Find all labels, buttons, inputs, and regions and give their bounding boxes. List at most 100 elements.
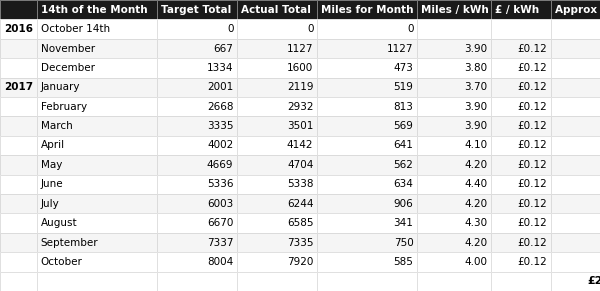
Text: Approx Month £: Approx Month £ [554, 5, 600, 15]
Text: 4142: 4142 [287, 141, 313, 150]
Bar [317, 97, 417, 116]
Bar [37, 233, 157, 252]
Bar [0, 252, 37, 272]
Bar [551, 116, 600, 136]
Text: 2017: 2017 [4, 82, 34, 92]
Bar [551, 58, 600, 78]
Bar [37, 116, 157, 136]
Text: 473: 473 [394, 63, 413, 73]
Bar [491, 78, 551, 97]
Bar [237, 97, 317, 116]
Text: March: March [41, 121, 73, 131]
Bar [417, 78, 491, 97]
Text: 2932: 2932 [287, 102, 313, 112]
Bar [0, 97, 37, 116]
Bar [417, 39, 491, 58]
Bar [317, 155, 417, 175]
Bar [0, 233, 37, 252]
Bar [37, 78, 157, 97]
Text: £0.12: £0.12 [518, 237, 547, 248]
Bar [317, 116, 417, 136]
Bar [157, 194, 237, 213]
Bar [37, 78, 157, 97]
Text: 3.80: 3.80 [464, 63, 487, 73]
Bar [157, 272, 237, 291]
Bar [157, 155, 237, 175]
Bar [317, 175, 417, 194]
Text: 2668: 2668 [207, 102, 233, 112]
Text: 4.20: 4.20 [464, 160, 487, 170]
Text: £0.12: £0.12 [518, 257, 547, 267]
Bar [157, 233, 237, 252]
Text: 4.10: 4.10 [464, 141, 487, 150]
Bar [491, 19, 551, 39]
Bar [317, 19, 417, 39]
Bar [417, 233, 491, 252]
Text: 519: 519 [394, 82, 413, 92]
Bar [37, 116, 157, 136]
Bar [237, 116, 317, 136]
Bar [237, 0, 317, 19]
Text: 634: 634 [394, 179, 413, 189]
Bar [157, 19, 237, 39]
Text: 3335: 3335 [207, 121, 233, 131]
Bar [417, 194, 491, 213]
Bar [37, 194, 157, 213]
Text: September: September [41, 237, 98, 248]
Bar [317, 252, 417, 272]
Bar [317, 194, 417, 213]
Bar [417, 252, 491, 272]
Text: May: May [41, 160, 62, 170]
Bar [37, 0, 157, 19]
Bar [237, 78, 317, 97]
Text: £235.91: £235.91 [587, 276, 600, 286]
Bar [551, 175, 600, 194]
Bar [491, 19, 551, 39]
Bar [317, 58, 417, 78]
Bar [417, 233, 491, 252]
Text: Miles for Month: Miles for Month [320, 5, 413, 15]
Bar [237, 155, 317, 175]
Text: 6003: 6003 [207, 199, 233, 209]
Bar [157, 19, 237, 39]
Bar [417, 136, 491, 155]
Bar [417, 272, 491, 291]
Bar [417, 116, 491, 136]
Bar [0, 78, 37, 97]
Text: 750: 750 [394, 237, 413, 248]
Bar [0, 116, 37, 136]
Text: Actual Total: Actual Total [241, 5, 310, 15]
Bar [551, 213, 600, 233]
Bar [417, 78, 491, 97]
Bar [237, 155, 317, 175]
Text: £0.12: £0.12 [518, 179, 547, 189]
Bar [237, 19, 317, 39]
Bar [237, 58, 317, 78]
Bar [237, 136, 317, 155]
Bar [37, 58, 157, 78]
Bar [237, 175, 317, 194]
Bar [37, 252, 157, 272]
Bar [0, 213, 37, 233]
Bar [417, 175, 491, 194]
Bar [491, 0, 551, 19]
Text: £0.12: £0.12 [518, 82, 547, 92]
Bar [37, 213, 157, 233]
Text: 341: 341 [394, 218, 413, 228]
Bar [157, 0, 237, 19]
Bar [491, 252, 551, 272]
Text: 1127: 1127 [287, 43, 313, 54]
Bar [317, 175, 417, 194]
Bar [417, 0, 491, 19]
Bar [157, 272, 237, 291]
Bar [37, 233, 157, 252]
Text: 813: 813 [394, 102, 413, 112]
Text: £ / kWh: £ / kWh [494, 5, 539, 15]
Bar [417, 194, 491, 213]
Bar [157, 252, 237, 272]
Bar [237, 194, 317, 213]
Bar [491, 194, 551, 213]
Bar [491, 39, 551, 58]
Bar [551, 272, 600, 291]
Bar [551, 136, 600, 155]
